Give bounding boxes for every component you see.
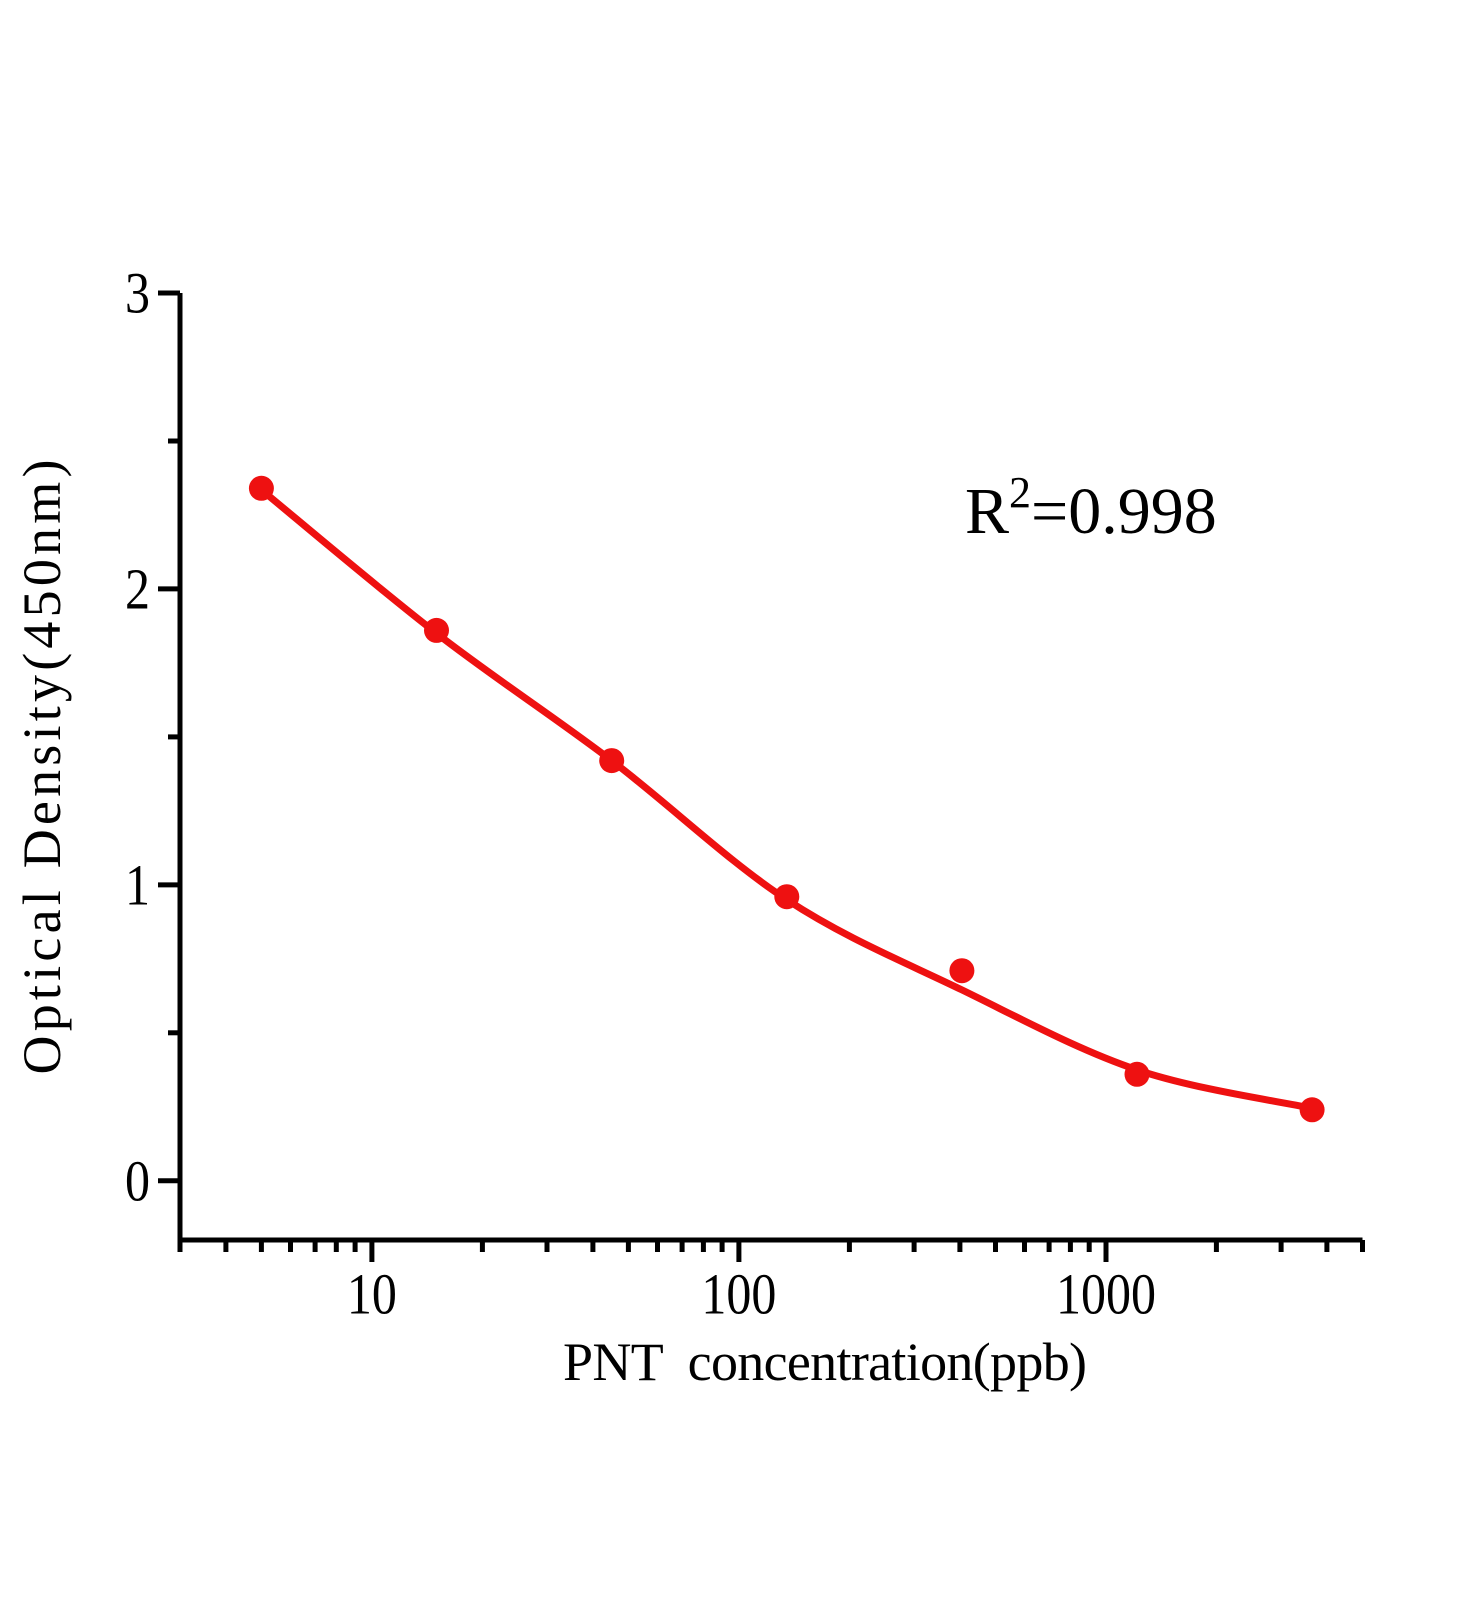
y-tick-label: 1 (125, 852, 150, 917)
axis-spines (177, 293, 1363, 1243)
y-tick-label: 2 (125, 556, 150, 621)
y-axis-title: Optical Density(450nm) (12, 460, 72, 1075)
data-point (774, 884, 800, 910)
y-axis-ticks (158, 290, 180, 1184)
data-point (599, 748, 625, 774)
data-point (424, 617, 449, 643)
r-squared-value: =0.998 (1031, 475, 1217, 548)
data-point (1299, 1097, 1325, 1123)
axes (177, 293, 1363, 1243)
r-squared-superscript: 2 (1009, 468, 1031, 517)
data-point (248, 475, 274, 501)
x-tick-label: 1000 (1056, 1262, 1156, 1327)
r-squared-annotation: R2=0.998 (965, 468, 1217, 548)
series-group (248, 475, 1325, 1123)
x-axis-tick-labels: 10 100 1000 (347, 1262, 1156, 1327)
y-tick-label: 0 (125, 1148, 150, 1213)
y-axis-tick-labels: 0 1 2 3 (125, 261, 150, 1214)
x-tick-label: 10 (347, 1262, 397, 1327)
x-axis-ticks (177, 1240, 1365, 1262)
data-point (949, 958, 975, 984)
r-squared-base: R (965, 475, 1009, 548)
x-axis-title: PNT concentration(ppb) (563, 1332, 1087, 1392)
fit-curve (257, 486, 1316, 1112)
y-tick-label: 3 (125, 261, 150, 326)
data-point (1124, 1061, 1150, 1087)
x-tick-label: 100 (701, 1262, 776, 1327)
